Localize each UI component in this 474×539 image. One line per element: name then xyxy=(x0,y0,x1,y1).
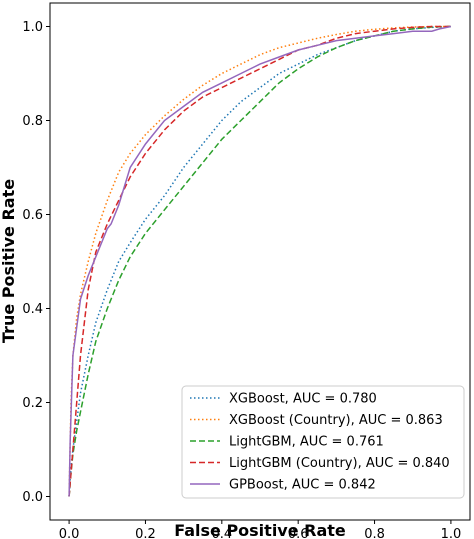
plot-area xyxy=(49,2,471,521)
x-tick-label: 0.8 xyxy=(364,527,385,539)
legend-label-5: GPBoost, AUC = 0.842 xyxy=(229,478,376,493)
legend-label-1: XGBoost, AUC = 0.780 xyxy=(229,392,377,407)
x-tick-label: 0.6 xyxy=(288,527,309,539)
x-tick-label: 0.4 xyxy=(211,527,232,539)
y-axis: 0.0 0.2 0.4 0.6 0.8 1.0 xyxy=(22,20,50,505)
y-tick-label: 0.2 xyxy=(22,396,43,411)
legend-label-2: XGBoost (Country), AUC = 0.863 xyxy=(229,413,443,428)
x-axis: 0.0 0.2 0.4 0.6 0.8 1.0 xyxy=(59,520,462,539)
series-line-4 xyxy=(68,25,451,497)
series-line-1 xyxy=(68,25,451,497)
y-tick-label: 1.0 xyxy=(22,20,43,35)
series-layer xyxy=(68,25,452,497)
x-tick-label: 1.0 xyxy=(441,527,462,539)
legend: XGBoost, AUC = 0.780 XGBoost (Country), A… xyxy=(181,385,465,499)
series-line-5 xyxy=(68,25,452,497)
legend-label-3: LightGBM, AUC = 0.761 xyxy=(229,435,384,450)
y-tick-label: 0.0 xyxy=(22,490,43,505)
plot-frame xyxy=(49,2,471,521)
y-tick-label: 0.6 xyxy=(22,208,43,223)
legend-entries: XGBoost, AUC = 0.780 XGBoost (Country), A… xyxy=(190,392,450,493)
series-line-2 xyxy=(68,25,451,497)
y-tick-label: 0.4 xyxy=(22,302,43,317)
y-tick-label: 0.8 xyxy=(22,114,43,129)
x-tick-label: 0.0 xyxy=(59,527,80,539)
series-line-3 xyxy=(68,25,451,497)
y-axis-label: True Positive Rate xyxy=(0,179,18,343)
legend-label-4: LightGBM (Country), AUC = 0.840 xyxy=(229,456,450,471)
legend-box xyxy=(181,385,465,499)
x-axis-label: False Positive Rate xyxy=(174,521,346,539)
x-tick-label: 0.2 xyxy=(135,527,156,539)
